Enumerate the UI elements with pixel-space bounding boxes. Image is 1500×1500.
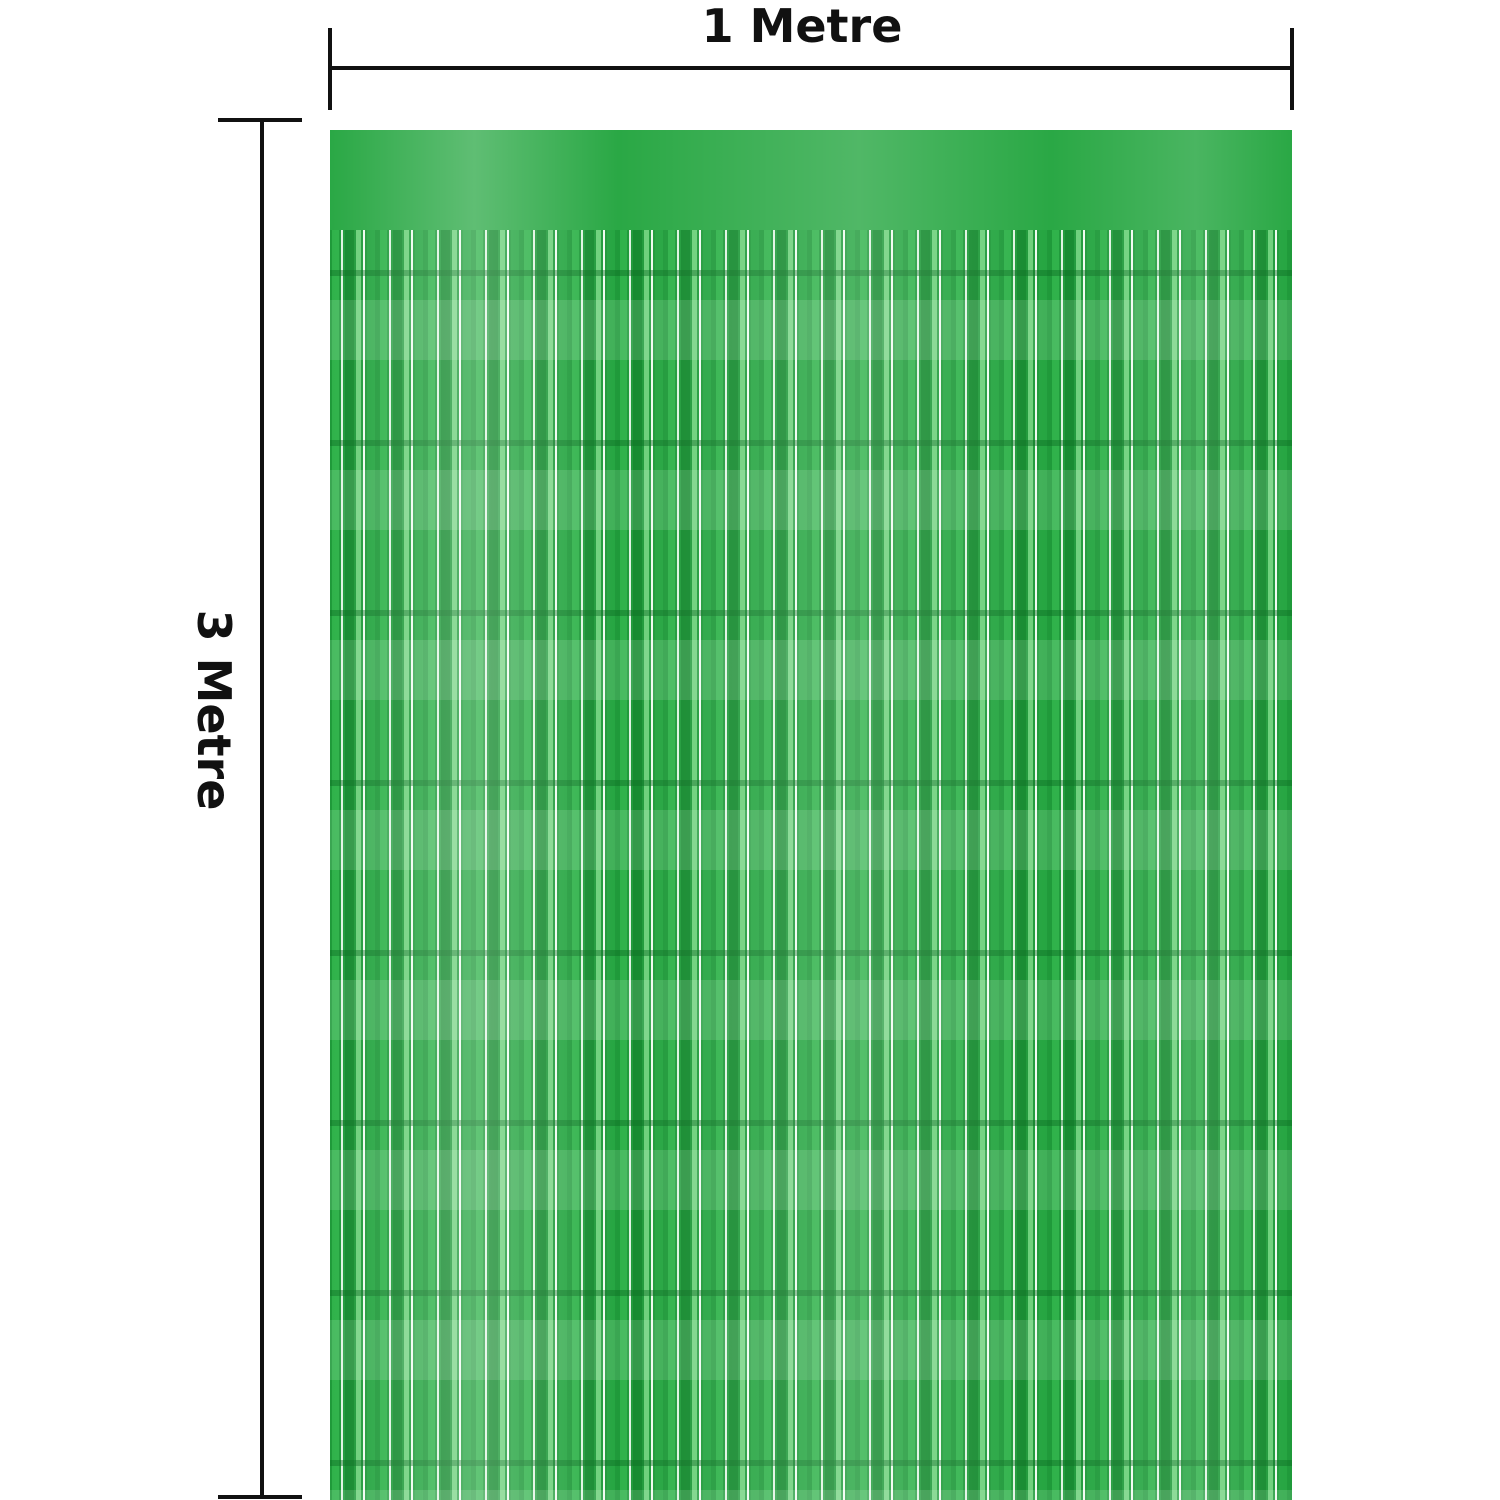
curtain <box>330 130 1292 1500</box>
width-dimension <box>328 28 1294 110</box>
shine <box>330 130 1292 1500</box>
width-label: 1 Metre <box>702 0 903 53</box>
height-label: 3 Metre <box>187 610 241 811</box>
height-dimension <box>218 118 302 1499</box>
header-shine <box>330 130 1292 230</box>
